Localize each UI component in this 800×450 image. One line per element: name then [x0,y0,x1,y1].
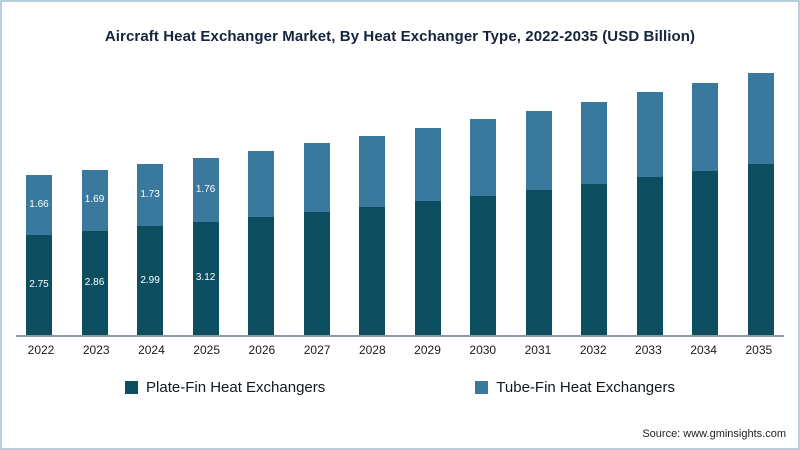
bar-2031 [525,110,552,335]
bar-segment-plate-fin [248,217,275,335]
x-axis-label-2030: 2030 [469,343,497,357]
legend: Plate-Fin Heat Exchangers Tube-Fin Heat … [2,379,798,396]
x-axis-label-2026: 2026 [248,343,276,357]
bar-segment-plate-fin [525,189,552,335]
bar-value-label: 1.69 [84,194,105,206]
bar-segment-plate-fin [636,177,663,335]
bar-value-label: 1.76 [195,183,216,195]
bar-2028 [359,135,386,335]
bar-segment-tube-fin [414,127,441,202]
bar-segment-tube-fin: 1.69 [81,169,108,232]
chart-title: Aircraft Heat Exchanger Market, By Heat … [104,28,696,45]
legend-label-plate-fin: Plate-Fin Heat Exchangers [146,379,326,396]
bar-value-label: 2.99 [140,274,160,286]
bar-2025: 1.76 3.12 [192,157,219,335]
source-note: Source: www.gminsights.com [642,428,786,440]
bar-segment-tube-fin: 1.76 [192,157,219,222]
bar-segment-plate-fin: 2.86 [81,231,108,335]
tube-fin-swatch-icon [475,381,489,394]
x-axis-label-2024: 2024 [138,343,165,357]
bar-segment-plate-fin: 3.12 [192,221,219,335]
bar-2034 [692,83,719,335]
bar-2032 [581,101,608,335]
bar-2026 [248,150,275,335]
bar-segment-plate-fin [303,211,330,335]
bar-segment-tube-fin [359,135,386,207]
bar-segment-plate-fin [414,201,441,335]
bar-2033 [636,92,663,335]
bar-segment-plate-fin [747,163,774,335]
bar-segment-tube-fin [470,119,497,196]
bar-segment-tube-fin [303,143,330,212]
x-axis-label-2033: 2033 [635,343,662,357]
legend-label-tube-fin: Tube-Fin Heat Exchangers [496,379,675,396]
x-axis-label-2028: 2028 [358,343,386,357]
x-axis-label-2032: 2032 [579,343,607,357]
bar-segment-tube-fin [747,72,774,164]
bar-segment-plate-fin: 2.99 [137,226,164,335]
x-axis-label-2025: 2025 [193,343,220,357]
bar-value-label: 2.75 [29,279,49,291]
bar-segment-tube-fin [581,101,608,184]
years-row: 2022 2023 2024 2025 2026 2027 2028 2029 2030 2031… [16,343,784,357]
bars-row: 1.66 2.75 1.69 2.86 1.73 2.99 1.76 3.12 [16,61,784,337]
x-axis-label-2034: 2034 [690,343,717,357]
bar-segment-tube-fin: 1.66 [26,174,52,236]
plate-fin-swatch-icon [125,381,139,394]
legend-item-plate-fin: Plate-Fin Heat Exchangers [125,379,325,396]
x-axis-label-2022: 2022 [27,343,55,357]
bar-2030 [470,119,497,335]
bar-segment-plate-fin [470,195,497,335]
bar-segment-tube-fin [525,110,552,190]
bar-2023: 1.69 2.86 [81,169,108,335]
x-axis-label-2027: 2027 [303,343,331,357]
bar-segment-tube-fin: 1.73 [137,163,164,227]
bar-value-label: 2.86 [84,277,105,289]
bar-2029 [414,127,441,335]
bar-value-label: 3.12 [195,272,216,284]
bar-segment-tube-fin [248,150,275,217]
bar-segment-plate-fin [359,206,386,335]
bar-segment-plate-fin [581,183,608,335]
bar-segment-plate-fin: 2.75 [26,235,52,335]
bar-value-label: 1.73 [140,189,160,200]
x-axis-label-2023: 2023 [82,343,110,357]
legend-item-tube-fin: Tube-Fin Heat Exchangers [475,379,675,396]
bar-segment-tube-fin [636,92,663,177]
x-axis-label-2035: 2035 [745,343,773,357]
bar-2035 [747,72,774,335]
bar-segment-plate-fin [692,170,719,335]
bar-2022: 1.66 2.75 [26,174,52,335]
bar-value-label: 1.66 [29,198,49,210]
bar-2027 [303,143,330,335]
x-axis-label-2031: 2031 [524,343,552,357]
bar-2024: 1.73 2.99 [137,163,164,335]
bar-segment-tube-fin [692,83,719,171]
x-axis-label-2029: 2029 [414,343,441,357]
